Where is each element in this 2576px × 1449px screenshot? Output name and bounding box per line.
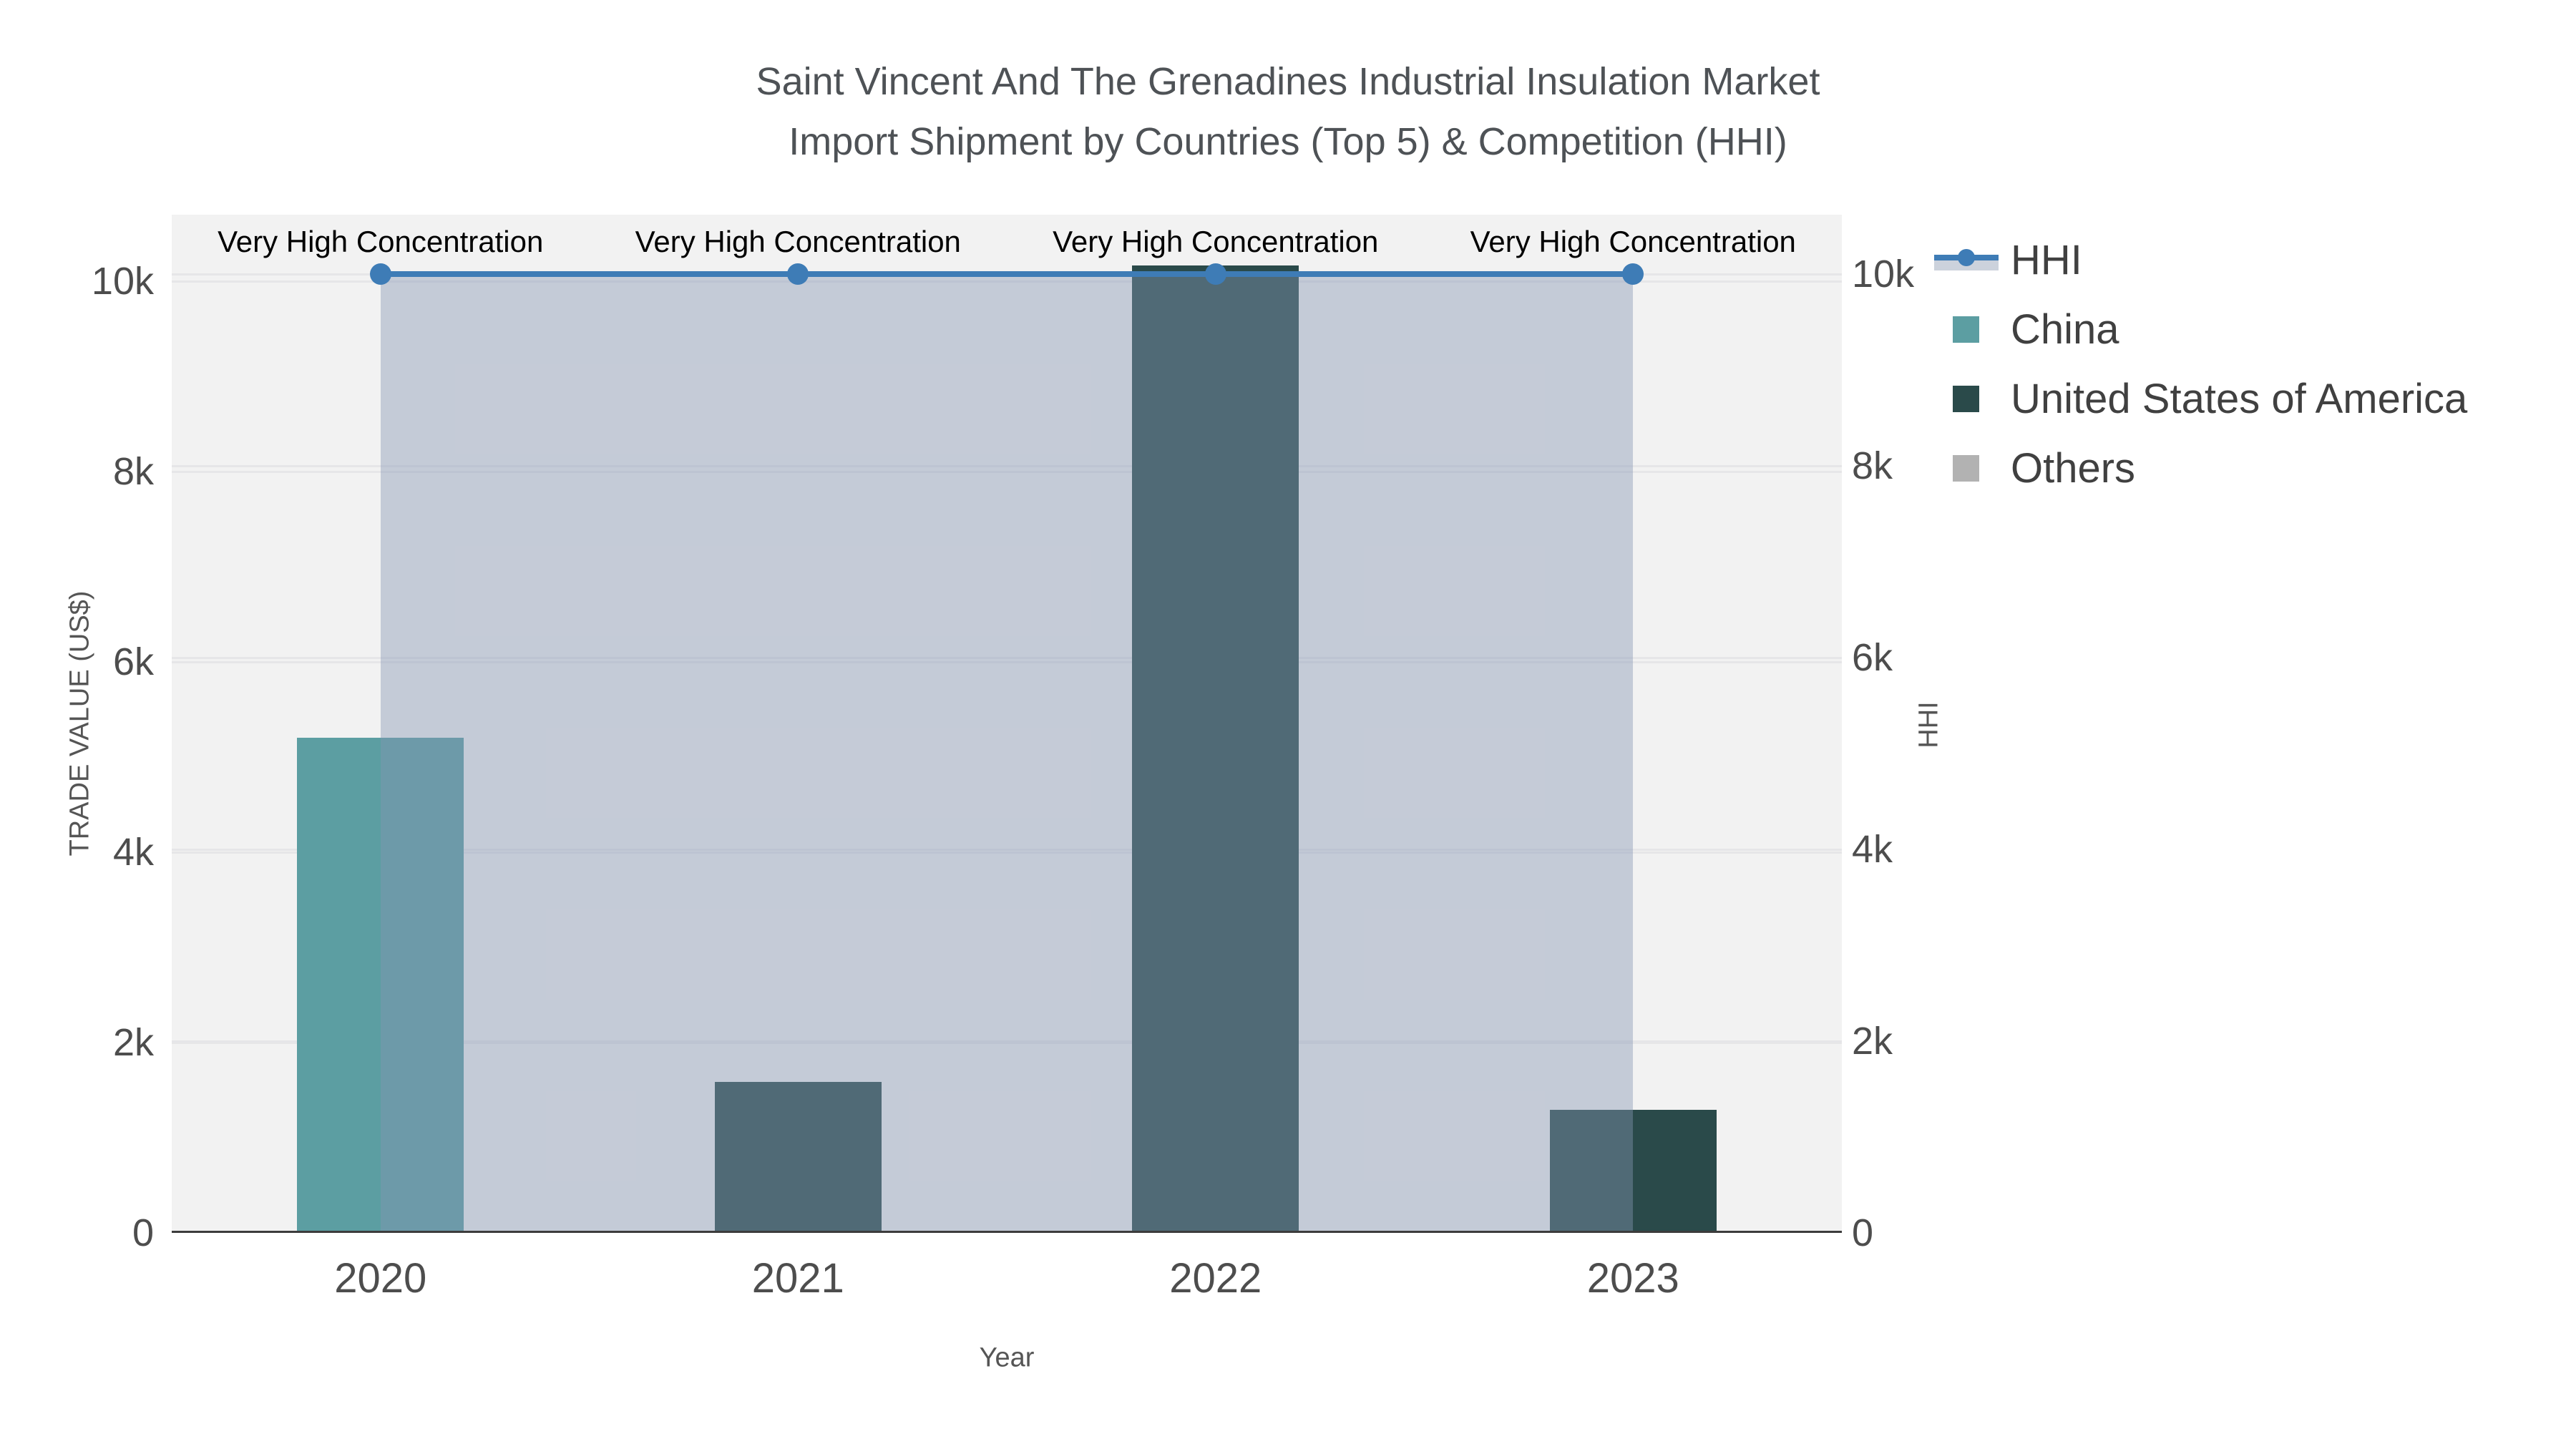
legend-item-usa[interactable]: United States of America bbox=[1934, 364, 2467, 434]
x-axis-tick-label: 2023 bbox=[1586, 1255, 1679, 1302]
bar-2022-united-states-of-america[interactable] bbox=[1132, 265, 1299, 1233]
china-swatch-icon bbox=[1953, 316, 1979, 343]
hhi-line[interactable] bbox=[380, 271, 1634, 278]
others-swatch-icon bbox=[1953, 455, 1979, 482]
gridline-left-axis bbox=[172, 471, 1842, 474]
gridline-right-axis bbox=[172, 1040, 1842, 1043]
legend-label: HHI bbox=[2011, 236, 2082, 283]
left-axis-tick-label: 10k bbox=[91, 260, 154, 303]
right-axis-tick-label: 2k bbox=[1852, 1020, 1893, 1063]
gridline-right-axis bbox=[172, 657, 1842, 659]
right-axis-tick-label: 8k bbox=[1852, 444, 1893, 488]
hhi-line-marker-icon bbox=[1934, 245, 1999, 276]
legend-label: Others bbox=[2011, 444, 2136, 492]
plot-area: Very High Concentration Very High Concent… bbox=[172, 215, 1842, 1233]
bar-2021-united-states-of-america[interactable] bbox=[714, 1081, 882, 1233]
hhi-area-fill bbox=[380, 274, 1634, 1233]
bar-2023-united-states-of-america[interactable] bbox=[1549, 1110, 1717, 1233]
legend-item-china[interactable]: China bbox=[1934, 295, 2467, 364]
hhi-marker-2023[interactable] bbox=[1622, 263, 1644, 286]
hhi-marker-2022[interactable] bbox=[1204, 263, 1226, 286]
legend-item-others[interactable]: Others bbox=[1934, 434, 2467, 503]
annotation-very-high-concentration: Very High Concentration bbox=[218, 225, 544, 258]
chart-title-line1: Saint Vincent And The Grenadines Industr… bbox=[756, 60, 1820, 103]
gridline-right-axis bbox=[172, 465, 1842, 468]
left-axis-tick-label: 4k bbox=[112, 831, 154, 874]
annotation-very-high-concentration: Very High Concentration bbox=[1053, 225, 1379, 258]
right-axis-tick-label: 4k bbox=[1852, 828, 1893, 871]
gridline-left-axis bbox=[172, 852, 1842, 854]
gridline-left-axis bbox=[172, 280, 1842, 283]
left-axis-tick-label: 6k bbox=[112, 640, 154, 684]
x-axis-tick-label: 2021 bbox=[751, 1255, 844, 1302]
chart-title: Saint Vincent And The Grenadines Industr… bbox=[0, 52, 2576, 172]
y-axis-title-left: TRADE VALUE (US$) bbox=[64, 590, 95, 857]
gridline-left-axis bbox=[172, 1042, 1842, 1044]
hhi-marker-2020[interactable] bbox=[369, 263, 391, 286]
hhi-marker-2021[interactable] bbox=[787, 263, 809, 286]
left-axis-tick-label: 2k bbox=[112, 1021, 154, 1064]
legend: HHI China United States of America Other… bbox=[1934, 225, 2467, 503]
usa-swatch-icon bbox=[1953, 386, 1979, 412]
gridline-right-axis bbox=[172, 849, 1842, 851]
left-axis-tick-label: 0 bbox=[132, 1211, 154, 1254]
x-axis-tick-label: 2020 bbox=[334, 1255, 427, 1302]
legend-item-hhi[interactable]: HHI bbox=[1934, 225, 2467, 295]
right-axis-tick-label: 0 bbox=[1852, 1211, 1874, 1254]
gridline-left-axis bbox=[172, 661, 1842, 664]
right-axis-tick-label: 6k bbox=[1852, 636, 1893, 679]
bar-2020-china[interactable] bbox=[297, 738, 464, 1233]
annotation-very-high-concentration: Very High Concentration bbox=[1470, 225, 1796, 258]
left-axis-tick-label: 8k bbox=[112, 450, 154, 494]
x-axis-title: Year bbox=[979, 1342, 1035, 1373]
annotation-very-high-concentration: Very High Concentration bbox=[635, 225, 961, 258]
legend-label: China bbox=[2011, 306, 2119, 353]
right-axis-tick-label: 10k bbox=[1852, 253, 1915, 296]
x-axis-line bbox=[172, 1231, 1842, 1233]
chart-title-line2: Import Shipment by Countries (Top 5) & C… bbox=[789, 120, 1787, 163]
x-axis-tick-label: 2022 bbox=[1169, 1255, 1262, 1302]
legend-label: United States of America bbox=[2011, 375, 2468, 422]
y-axis-title-right: HHI bbox=[1913, 701, 1944, 748]
